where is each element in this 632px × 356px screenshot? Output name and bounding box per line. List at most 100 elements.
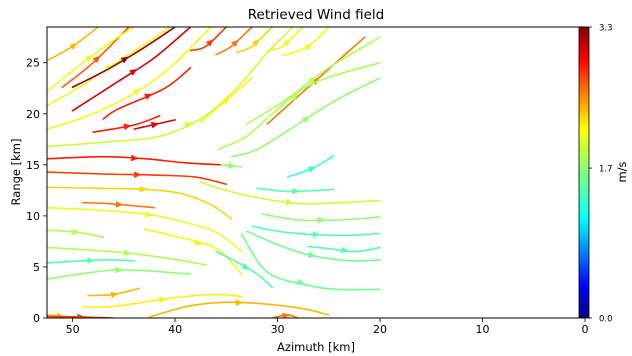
streamline-arrow-44 <box>235 299 244 306</box>
streamline-19 <box>246 36 381 125</box>
streamline-arrow-35 <box>340 246 349 254</box>
streamline-44 <box>148 301 330 318</box>
streamline-21 <box>230 77 381 158</box>
streamline-arrow-11 <box>205 39 214 47</box>
streamline-30 <box>47 206 243 253</box>
colorbar-ticks: 0.0 1.7 3.3 <box>589 24 613 325</box>
streamline-arrow-25 <box>285 198 294 206</box>
y-axis-ticks: 0 5 10 15 20 25 <box>26 57 47 325</box>
streamline-28 <box>287 154 335 178</box>
streamline-8 <box>102 67 192 120</box>
streamline-arrow-39 <box>87 257 95 264</box>
streamline-37 <box>240 233 381 291</box>
streamline-arrow-36 <box>307 251 316 259</box>
streamline-1 <box>47 27 99 62</box>
streamline-arrow-5 <box>120 56 129 64</box>
streamline-26 <box>47 186 233 220</box>
streamline-arrow-28 <box>307 166 317 173</box>
y-tick-label: 25 <box>26 57 40 70</box>
streamline-arrow-8 <box>144 93 153 100</box>
streamline-arrow-16 <box>184 122 193 129</box>
chart-title: Retrieved Wind field <box>248 7 384 23</box>
streamline-12 <box>215 27 253 56</box>
streamline-arrow-17 <box>221 97 230 105</box>
y-tick-label: 15 <box>26 159 40 172</box>
streamline-arrow-9 <box>123 123 132 131</box>
streamline-arrow-27 <box>292 187 300 195</box>
streamline-7 <box>47 27 212 130</box>
x-tick-label: 40 <box>168 323 182 336</box>
colorbar <box>578 26 590 319</box>
streamline-arrow-34 <box>312 231 321 238</box>
y-tick-label: 0 <box>33 312 40 325</box>
streamline-20 <box>217 61 381 151</box>
plot-frame <box>46 26 586 319</box>
streamline-32 <box>143 228 243 275</box>
streamline-arrow-32 <box>193 239 203 246</box>
streamline-arrow-6 <box>129 69 138 76</box>
streamline-arrow-18 <box>311 77 320 85</box>
streamline-arrow-20 <box>290 94 299 102</box>
x-axis-ticks: 50 40 30 20 10 0 <box>66 318 589 336</box>
streamline-43 <box>82 293 243 308</box>
streamline-16 <box>47 27 294 148</box>
streamline-arrow-3 <box>85 55 94 63</box>
streamline-36 <box>246 230 381 262</box>
colorbar-label: m/s <box>615 161 629 182</box>
colorbar-tick-label: 1.7 <box>599 165 613 175</box>
streamline-arrow-15 <box>304 43 312 51</box>
streamlines-layer <box>47 27 381 318</box>
streamline-arrow-30 <box>145 210 154 218</box>
streamline-18 <box>266 36 366 125</box>
streamline-arrow-14 <box>282 39 291 47</box>
x-tick-label: 50 <box>66 323 80 336</box>
streamline-11 <box>189 27 228 52</box>
streamline-39 <box>47 258 135 264</box>
colorbar-tick-label: 3.3 <box>599 24 613 34</box>
streamline-24 <box>47 171 228 185</box>
streamline-arrow-46 <box>77 313 85 318</box>
streamline-3 <box>47 27 135 93</box>
streamline-arrow-42 <box>110 291 119 299</box>
streamline-arrow-22 <box>131 154 139 162</box>
streamline-arrow-43 <box>158 296 167 304</box>
streamline-22 <box>47 155 222 166</box>
streamline-arrow-41 <box>241 262 250 270</box>
streamline-9 <box>92 115 161 133</box>
streamline-13 <box>235 27 274 54</box>
streamline-arrow-1 <box>69 42 78 51</box>
streamline-arrow-12 <box>230 39 239 48</box>
streamline-arrow-24 <box>134 171 142 178</box>
x-tick-label: 0 <box>582 323 589 336</box>
streamline-34 <box>251 225 381 237</box>
streamline-arrow-21 <box>301 116 311 124</box>
streamline-6 <box>71 27 192 112</box>
streamline-27 <box>256 187 335 193</box>
y-tick-label: 20 <box>26 108 40 121</box>
streamline-29 <box>82 201 156 209</box>
streamline-arrow-2 <box>92 55 101 64</box>
streamline-arrow-19 <box>308 77 317 85</box>
streamline-arrow-38 <box>123 249 132 256</box>
streamline-arrow-29 <box>115 201 124 208</box>
x-axis-label: Azimuth [km] <box>277 340 355 354</box>
streamline-arrow-13 <box>251 39 260 47</box>
x-tick-label: 10 <box>476 323 490 336</box>
streamline-arrow-26 <box>139 185 148 193</box>
y-axis-label: Range [km] <box>9 139 23 206</box>
y-tick-label: 10 <box>26 210 40 223</box>
streamline-40 <box>47 268 192 280</box>
colorbar-tick-label: 0.0 <box>599 315 613 325</box>
y-tick-label: 5 <box>33 261 40 274</box>
streamline-arrow-33 <box>317 216 326 224</box>
streamline-arrow-7 <box>132 88 141 96</box>
x-tick-label: 30 <box>271 323 285 336</box>
x-tick-label: 20 <box>373 323 387 336</box>
streamline-arrow-10 <box>150 121 159 129</box>
streamline-38 <box>47 246 207 266</box>
streamline-arrow-23 <box>228 162 236 169</box>
streamline-arrow-31 <box>72 228 80 236</box>
streamline-arrow-37 <box>296 278 305 285</box>
streamline-25 <box>199 181 381 205</box>
